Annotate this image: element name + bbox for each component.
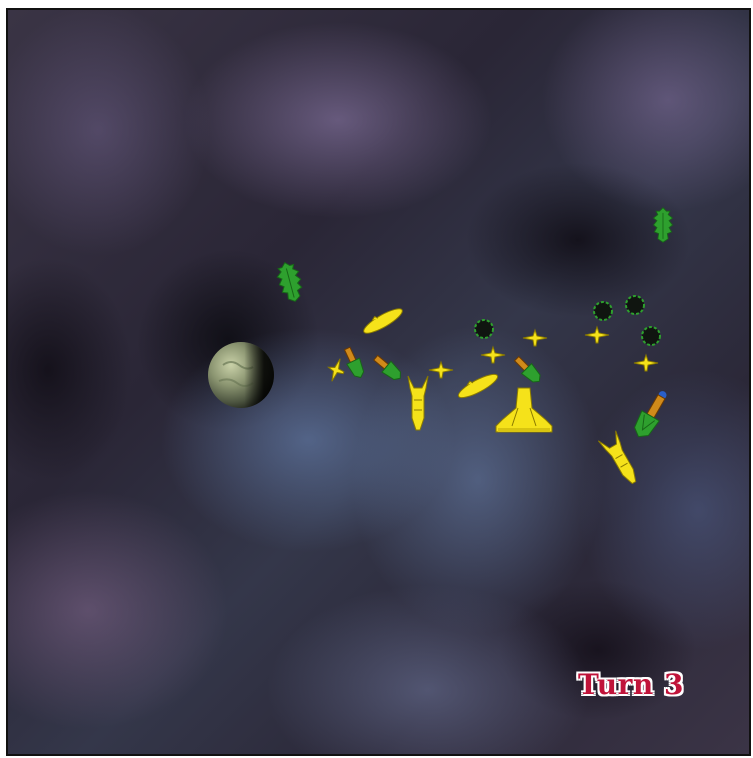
green-mortar-ship-icon[interactable] <box>368 349 408 387</box>
turn-counter-label: Turn 3 <box>578 668 684 701</box>
green-spore-mine-icon[interactable] <box>592 300 614 322</box>
yellow-cruiser-icon[interactable] <box>359 303 407 340</box>
yellow-fighter-icon[interactable] <box>584 325 610 345</box>
yellow-fighter-icon[interactable] <box>428 360 454 380</box>
green-mortar-ship-icon[interactable] <box>626 385 676 445</box>
yellow-fighter-icon[interactable] <box>322 354 350 385</box>
green-mortar-ship-icon[interactable] <box>337 342 370 383</box>
yellow-frigate-icon[interactable] <box>402 374 434 434</box>
green-mortar-ship-icon[interactable] <box>508 350 548 390</box>
yellow-fighter-icon[interactable] <box>633 353 659 373</box>
yellow-fighter-icon[interactable] <box>480 345 506 365</box>
green-beetle-ship-icon[interactable] <box>649 206 677 244</box>
planet-icon[interactable] <box>207 341 275 409</box>
game-board[interactable]: Turn 3 <box>6 8 751 756</box>
green-beetle-ship-icon[interactable] <box>271 257 309 307</box>
green-spore-mine-icon[interactable] <box>473 318 495 340</box>
green-spore-mine-icon[interactable] <box>640 325 662 347</box>
yellow-cruiser-icon[interactable] <box>454 368 502 404</box>
yellow-capital-ship-icon[interactable] <box>494 386 554 438</box>
yellow-frigate-icon[interactable] <box>592 426 650 494</box>
yellow-fighter-icon[interactable] <box>522 328 548 348</box>
green-spore-mine-icon[interactable] <box>624 294 646 316</box>
